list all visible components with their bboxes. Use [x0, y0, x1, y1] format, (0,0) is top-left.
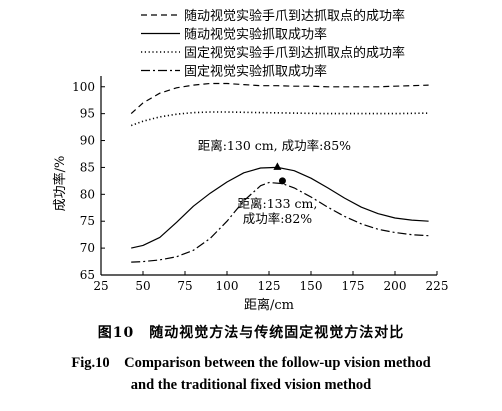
legend-label-3: 固定视觉实验手爪到达抓取点的成功率 [184, 45, 405, 61]
y-tick-label: 75 [80, 214, 95, 228]
x-axis-label: 距离/cm [244, 297, 294, 313]
x-tick-label: 25 [93, 279, 108, 293]
annotation-peak-fixed-line2: 成功率:82% [243, 211, 313, 226]
figure-caption-english-line2: and the traditional fixed vision method [130, 377, 372, 393]
y-tick-label: 70 [80, 241, 95, 255]
figure-caption-chinese: 图10 随动视觉方法与传统固定视觉方法对比 [97, 325, 405, 341]
plot-lines [130, 82, 429, 263]
annotation-peak-fixed-line1: 距离:133 cm, [238, 196, 318, 211]
axes: 25 50 75 100 125 150 175 200 225 65 70 75 80 85 90 95 10… [52, 76, 448, 313]
annotations: 距离:130 cm, 成功率:85% 距离:133 cm,成功率:82% [198, 138, 351, 226]
series-line-4 [131, 181, 429, 263]
x-tick-label: 75 [177, 279, 192, 293]
legend-label-1: 随动视觉实验手爪到达抓取点的成功率 [184, 8, 405, 24]
y-tick-label: 85 [80, 160, 95, 174]
y-tick-label: 65 [80, 268, 95, 282]
x-tick-label: 175 [342, 279, 365, 293]
y-tick-label: 95 [80, 107, 95, 121]
y-tick-label: 80 [80, 187, 95, 201]
x-tick-label: 125 [258, 279, 281, 293]
x-tick-label: 100 [216, 279, 239, 293]
peak-marker-circle [278, 177, 286, 185]
line-chart: 随动视觉实验手爪到达抓取点的成功率随动视觉实验抓取成功率固定视觉实验手爪到达抓取… [52, 8, 448, 313]
legend-label-4: 固定视觉实验抓取成功率 [184, 64, 327, 80]
annotation-peak-follow: 距离:130 cm, 成功率:85% [198, 138, 351, 153]
x-tick-label: 50 [135, 279, 150, 293]
y-tick-label: 100 [72, 80, 95, 94]
legend-label-2: 随动视觉实验抓取成功率 [184, 27, 327, 43]
series-line-3 [130, 111, 429, 127]
figure-caption-english-line1: Fig.10 Comparison between the follow-up … [71, 355, 431, 371]
x-tick-label: 150 [300, 279, 323, 293]
legend: 随动视觉实验手爪到达抓取点的成功率随动视觉实验抓取成功率固定视觉实验手爪到达抓取… [141, 8, 405, 80]
peak-marker-triangle [273, 162, 282, 170]
y-tick-label: 90 [80, 134, 95, 148]
x-tick-label: 200 [384, 279, 407, 293]
x-tick-label: 225 [426, 279, 449, 293]
series-line-1 [130, 82, 429, 115]
y-axis-label: 成功率/% [52, 156, 68, 212]
data-markers [273, 162, 286, 185]
